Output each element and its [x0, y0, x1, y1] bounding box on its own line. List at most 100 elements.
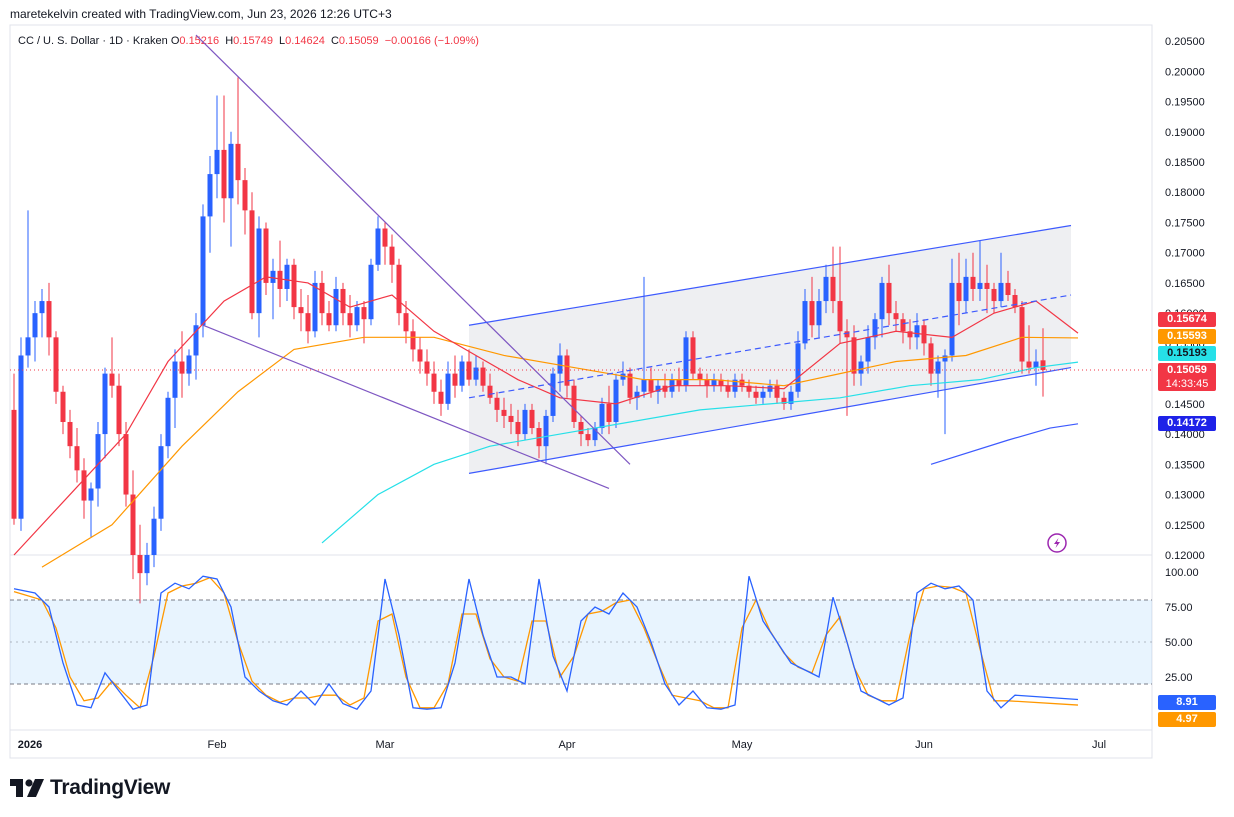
price-tick-label: 0.17000	[1165, 248, 1205, 260]
candle-body	[522, 409, 528, 435]
candle-body	[438, 391, 444, 404]
close-value: 0.15059	[338, 35, 379, 47]
candle-body	[893, 313, 899, 320]
trendline-lower	[202, 324, 610, 490]
chart-credit: maretekelvin created with TradingView.co…	[10, 7, 392, 21]
price-tick-label: 0.18000	[1165, 187, 1205, 199]
time-tick-label: May	[732, 739, 753, 751]
candle-body	[193, 325, 199, 356]
candle-body	[830, 276, 836, 302]
candle-body	[137, 555, 143, 574]
osc-tag-k: 8.91	[1158, 695, 1216, 710]
candle-body	[627, 373, 633, 398]
osc-tick-label: 100.00	[1165, 567, 1199, 579]
candle-body	[865, 337, 871, 362]
candle-body	[746, 385, 752, 392]
candle-body	[781, 397, 787, 404]
candle-body	[242, 180, 248, 211]
candle-body	[179, 361, 185, 374]
candle-body	[641, 379, 647, 392]
price-tag-ma-slow: 0.15193	[1158, 346, 1216, 361]
candle-body	[809, 301, 815, 326]
candle-body	[907, 331, 913, 338]
low-value: 0.14624	[285, 35, 325, 47]
candle-body	[151, 518, 157, 555]
candle-body	[60, 391, 66, 422]
candle-body	[403, 313, 409, 332]
candle-body	[508, 415, 514, 422]
time-tick-label: Jun	[915, 739, 933, 751]
candle-body	[25, 337, 31, 356]
candle-body	[277, 270, 283, 289]
open-value: 0.15216	[179, 35, 220, 47]
candle-body	[760, 391, 766, 398]
time-tick-label: Jul	[1092, 739, 1106, 751]
candle-body	[200, 216, 206, 326]
candle-body	[74, 446, 80, 471]
candle-body	[914, 325, 920, 338]
price-tick-label: 0.12500	[1165, 520, 1205, 532]
candle-body	[501, 409, 507, 416]
ma-fast-line	[13, 276, 1079, 556]
candle-body	[774, 385, 780, 398]
candle-body	[585, 434, 591, 441]
candle-body	[431, 373, 437, 392]
candle-body	[697, 373, 703, 380]
tradingview-logo: TradingView	[10, 775, 170, 801]
candle-body	[319, 282, 325, 314]
candle-body	[487, 385, 493, 398]
candle-body	[578, 421, 584, 435]
ma-mid-line	[41, 336, 1079, 568]
candle-body	[725, 385, 731, 392]
candle-body	[662, 385, 668, 392]
candle-body	[347, 313, 353, 326]
candle-body	[172, 361, 178, 398]
candle-body	[886, 282, 892, 314]
candle-body	[249, 210, 255, 314]
candle-body	[326, 313, 332, 326]
candle-body	[445, 373, 451, 404]
candle-body	[634, 391, 640, 398]
price-tag-last: 0.15059	[1158, 363, 1216, 378]
time-tick-label: 2026	[18, 739, 42, 751]
candle-body	[305, 313, 311, 332]
candle-body	[459, 361, 465, 386]
candle-body	[949, 282, 955, 356]
oscillator-layer	[10, 575, 1152, 710]
osc-tag-d: 4.97	[1158, 712, 1216, 727]
candle-body	[354, 307, 360, 326]
candle-body	[46, 301, 52, 338]
candle-body	[410, 331, 416, 350]
candle-body	[592, 428, 598, 441]
price-tick-label: 0.13000	[1165, 490, 1205, 502]
candle-body	[165, 397, 171, 447]
candle-body	[991, 288, 997, 302]
candle-body	[53, 337, 59, 392]
candle-body	[900, 319, 906, 332]
tv-logo-icon	[10, 779, 44, 797]
candle-body	[39, 301, 45, 314]
candle-body	[977, 282, 983, 289]
candle-body	[837, 301, 843, 332]
candle-body	[1019, 307, 1025, 362]
candle-body	[81, 470, 87, 501]
candle-body	[158, 446, 164, 519]
candle-body	[1026, 361, 1032, 368]
candle-body	[291, 264, 297, 308]
candle-body	[767, 385, 773, 392]
channel-fill	[469, 225, 1071, 474]
candle-body	[851, 337, 857, 374]
candle-body	[802, 301, 808, 344]
candle-body	[214, 149, 220, 175]
candle-body	[494, 397, 500, 410]
candle-body	[998, 282, 1004, 302]
candle-body	[1033, 361, 1039, 368]
candle-body	[844, 331, 850, 338]
candle-body	[67, 421, 73, 447]
candle-body	[704, 379, 710, 386]
stoch-d-line	[13, 576, 1079, 709]
candle-body	[263, 228, 269, 283]
candle-body	[858, 361, 864, 374]
price-tick-label: 0.20500	[1165, 36, 1205, 48]
